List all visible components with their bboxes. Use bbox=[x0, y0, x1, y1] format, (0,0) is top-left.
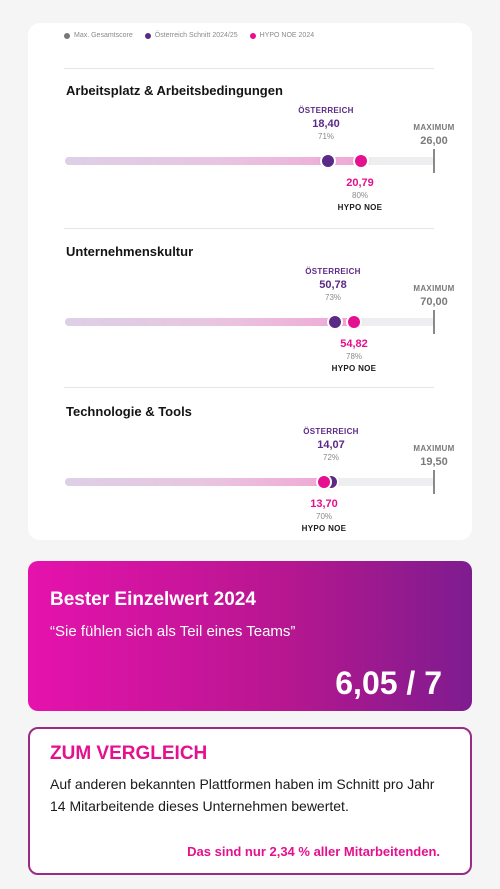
score-bar-fill bbox=[65, 318, 354, 326]
austria-pct: 72% bbox=[322, 453, 340, 462]
legend-dot-max bbox=[64, 32, 70, 39]
maximum-label: MAXIMUM 70,00 bbox=[413, 284, 454, 308]
score-bar bbox=[65, 310, 435, 334]
austria-marker bbox=[329, 316, 341, 328]
legend-item-hypo: HYPO NOE 2024 bbox=[249, 32, 315, 39]
hypo-value: 13,70 bbox=[310, 498, 338, 510]
hypo-head: HYPO NOE bbox=[337, 203, 383, 212]
maximum-value: 70,00 bbox=[420, 296, 448, 308]
section-title: Technologie & Tools bbox=[66, 404, 192, 419]
comparison-body: Auf anderen bekannten Plattformen haben … bbox=[50, 776, 435, 814]
hypo-marker bbox=[355, 155, 367, 167]
austria-value: 18,40 bbox=[312, 118, 340, 130]
divider bbox=[64, 68, 434, 69]
comparison-heading: ZUM VERGLEICH bbox=[50, 743, 208, 764]
legend-dot-austria bbox=[144, 32, 151, 39]
hypo-value: 20,79 bbox=[346, 177, 374, 189]
austria-pct: 73% bbox=[324, 293, 342, 302]
maximum-head: MAXIMUM bbox=[413, 123, 455, 132]
maximum-value: 19,50 bbox=[420, 456, 448, 468]
maximum-head: MAXIMUM bbox=[413, 284, 455, 293]
section-technologie: Technologie & Tools ÖSTERREICH 14,07 72%… bbox=[28, 404, 472, 554]
austria-head: ÖSTERREICH bbox=[305, 267, 361, 276]
section-title: Unternehmenskultur bbox=[66, 244, 194, 259]
hypo-value: 54,82 bbox=[340, 338, 368, 350]
best-value-title: Bester Einzelwert 2024 bbox=[50, 589, 256, 610]
legend-item-max: Max. Gesamtscore bbox=[64, 32, 133, 39]
hypo-label: 13,70 70% HYPO NOE bbox=[302, 495, 347, 533]
austria-value: 14,07 bbox=[317, 439, 345, 451]
maximum-head: MAXIMUM bbox=[413, 444, 455, 453]
hypo-marker bbox=[318, 476, 330, 488]
hypo-pct: 70% bbox=[315, 512, 333, 521]
score-bar bbox=[65, 470, 435, 494]
legend-dot-hypo bbox=[249, 32, 256, 39]
best-value-quote: “Sie fühlen sich als Teil eines Teams” bbox=[50, 623, 296, 640]
hypo-pct: 80% bbox=[351, 191, 369, 200]
austria-label: ÖSTERREICH 50,78 73% bbox=[305, 267, 360, 302]
hypo-label: 20,79 80% HYPO NOE bbox=[338, 174, 383, 212]
hypo-head: HYPO NOE bbox=[301, 524, 347, 533]
legend-label-max: Max. Gesamtscore bbox=[74, 32, 133, 39]
maximum-line bbox=[433, 149, 435, 173]
hypo-label: 54,82 78% HYPO NOE bbox=[332, 335, 377, 373]
score-comparison-card: Max. Gesamtscore Österreich Schnitt 2024… bbox=[28, 23, 472, 540]
austria-label: ÖSTERREICH 14,07 72% bbox=[303, 427, 358, 462]
legend-label-austria: Österreich Schnitt 2024/25 bbox=[154, 32, 238, 39]
section-title: Arbeitsplatz & Arbeitsbedingungen bbox=[66, 83, 283, 98]
comparison-note: Das sind nur 2,34 % aller Mitarbeitenden… bbox=[187, 844, 440, 859]
hypo-pct: 78% bbox=[345, 352, 363, 361]
maximum-label: MAXIMUM 26,00 bbox=[413, 123, 454, 147]
score-bar-fill bbox=[65, 478, 331, 486]
score-bar bbox=[65, 149, 435, 173]
hypo-head: HYPO NOE bbox=[331, 364, 377, 373]
austria-pct: 71% bbox=[317, 132, 335, 141]
austria-label: ÖSTERREICH 18,40 71% bbox=[298, 106, 353, 141]
legend-label-hypo: HYPO NOE 2024 bbox=[259, 32, 315, 39]
maximum-line bbox=[433, 470, 435, 494]
austria-value: 50,78 bbox=[319, 279, 347, 291]
austria-marker bbox=[322, 155, 334, 167]
section-arbeitsplatz: Arbeitsplatz & Arbeitsbedingungen ÖSTERR… bbox=[28, 83, 472, 233]
best-value-score: 6,05 / 7 bbox=[335, 665, 442, 701]
divider bbox=[64, 228, 434, 229]
hypo-marker bbox=[348, 316, 360, 328]
comparison-card: ZUM VERGLEICH Auf anderen bekannten Plat… bbox=[28, 727, 472, 875]
legend-item-austria: Österreich Schnitt 2024/25 bbox=[144, 32, 238, 39]
austria-head: ÖSTERREICH bbox=[303, 427, 359, 436]
divider bbox=[64, 387, 434, 388]
score-bar-fill bbox=[65, 157, 361, 165]
section-unternehmenskultur: Unternehmenskultur ÖSTERREICH 50,78 73% … bbox=[28, 244, 472, 394]
maximum-label: MAXIMUM 19,50 bbox=[413, 444, 454, 468]
legend: Max. Gesamtscore Österreich Schnitt 2024… bbox=[64, 32, 314, 39]
austria-head: ÖSTERREICH bbox=[298, 106, 354, 115]
maximum-line bbox=[433, 310, 435, 334]
maximum-value: 26,00 bbox=[420, 135, 448, 147]
best-value-card: Bester Einzelwert 2024 “Sie fühlen sich … bbox=[28, 561, 472, 711]
